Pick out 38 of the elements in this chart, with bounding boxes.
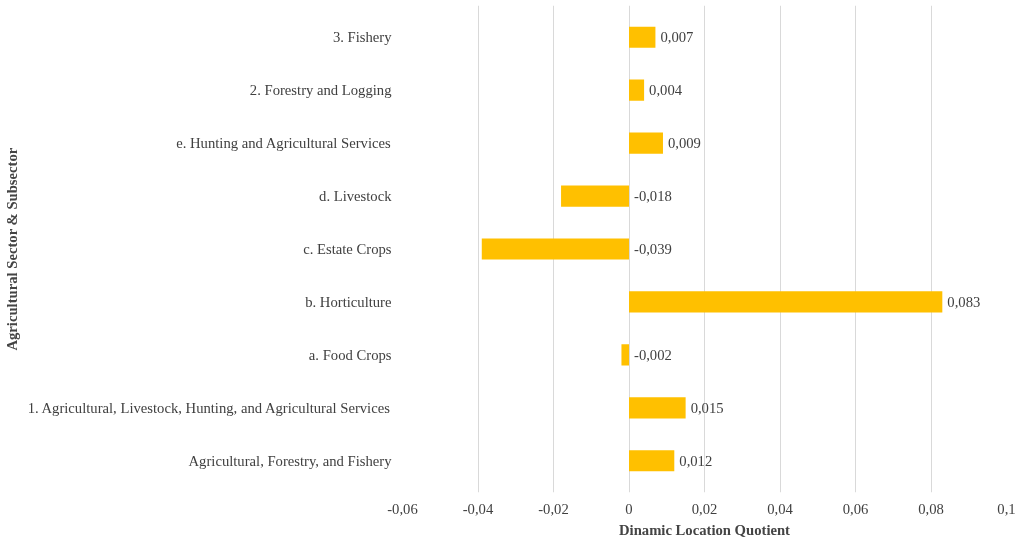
y-tick-label: Agricultural, Forestry, and Fishery xyxy=(188,452,393,469)
x-tick-label: -0,02 xyxy=(538,500,569,517)
x-tick-label: -0,04 xyxy=(462,500,494,517)
data-label: 0,015 xyxy=(690,399,724,416)
data-label: -0,039 xyxy=(634,241,672,257)
bar xyxy=(481,238,629,260)
y-tick-label: 1. Agricultural, Livestock, Hunting, and Agricultural Services xyxy=(27,399,391,416)
y-tick-label: e. Hunting and Agricultural Services xyxy=(176,135,391,152)
data-label: 0,004 xyxy=(649,82,683,99)
bar xyxy=(629,26,656,48)
x-tick-label: 0,1 xyxy=(997,500,1016,517)
x-tick-label: 0,06 xyxy=(842,500,869,517)
y-axis-title: Agricultural Sector & Subsector xyxy=(3,147,20,351)
x-tick-label: 0,08 xyxy=(918,500,944,517)
bar xyxy=(629,450,675,472)
y-tick-label: c. Estate Crops xyxy=(303,241,392,257)
bar xyxy=(561,185,629,207)
y-tick-label: 3. Fishery xyxy=(332,29,393,46)
data-label: 0,009 xyxy=(667,135,701,152)
y-tick-label: d. Livestock xyxy=(319,188,393,205)
x-tick-label: 0 xyxy=(625,500,633,517)
data-label: -0,018 xyxy=(634,188,672,205)
bar xyxy=(629,397,686,419)
bar xyxy=(629,79,645,101)
y-tick-label: 2. Forestry and Logging xyxy=(249,82,393,99)
y-tick-label: b. Horticulture xyxy=(305,293,392,310)
data-label: 0,083 xyxy=(947,293,981,310)
bar xyxy=(621,344,629,366)
data-label: -0,002 xyxy=(634,346,672,363)
x-tick-label: -0,06 xyxy=(387,500,418,517)
data-label: 0,007 xyxy=(660,29,694,46)
bar xyxy=(629,132,663,154)
x-tick-label: 0,04 xyxy=(767,500,794,517)
x-tick-label: 0,02 xyxy=(691,500,718,517)
data-label: 0,012 xyxy=(679,452,713,469)
y-tick-label: a. Food Crops xyxy=(308,346,392,363)
bar xyxy=(629,291,943,313)
x-axis-title: Dinamic Location Quotient xyxy=(619,521,791,538)
